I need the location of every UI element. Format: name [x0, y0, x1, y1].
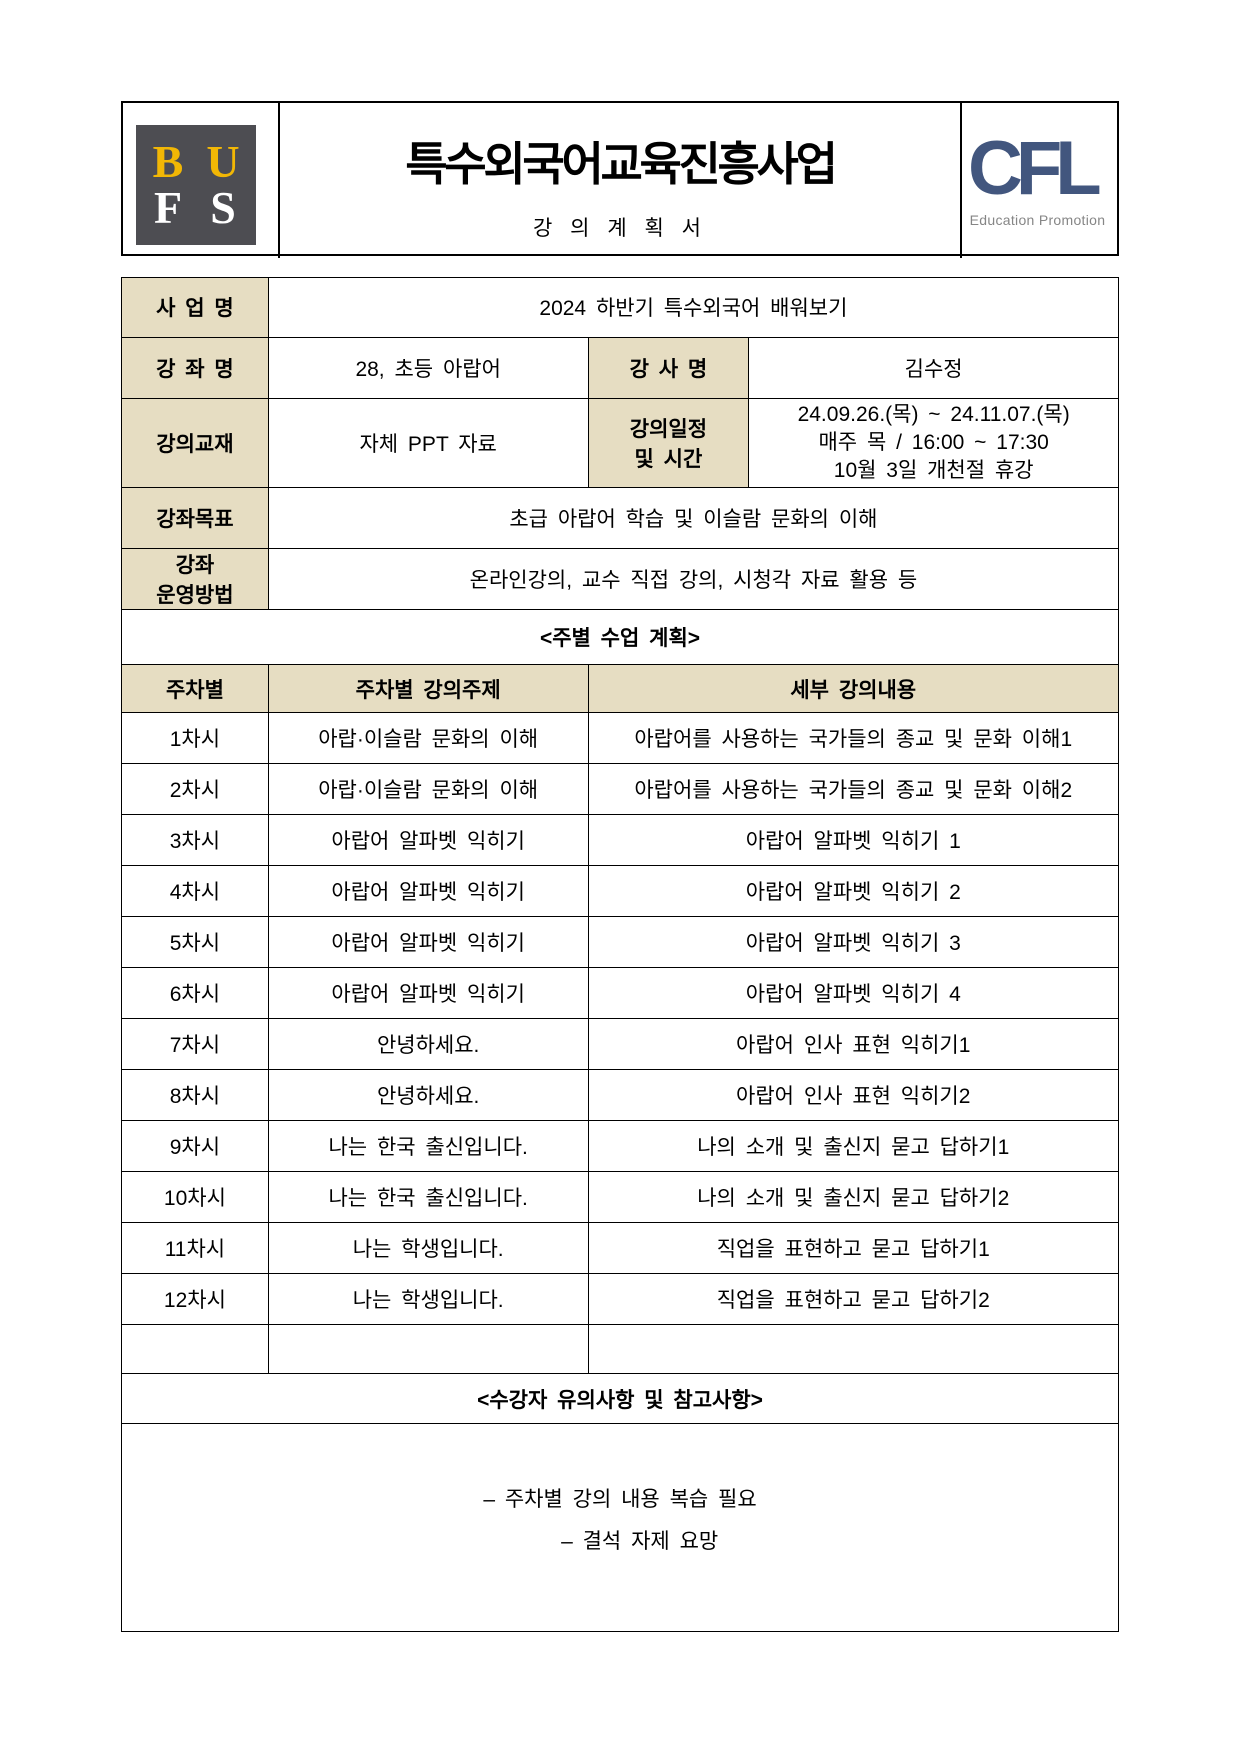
svg-text:CFL: CFL — [968, 134, 1100, 210]
